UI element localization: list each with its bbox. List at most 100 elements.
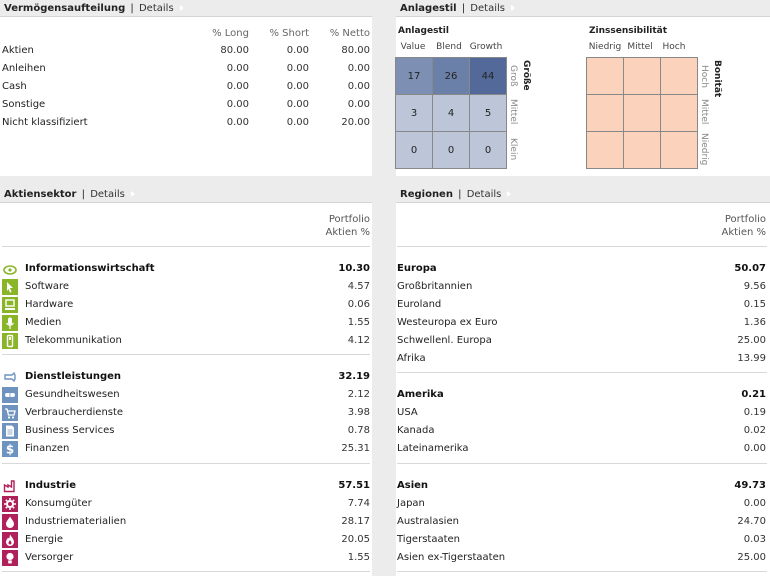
alloc-long-value: 0.00 bbox=[226, 116, 249, 128]
style-details-link[interactable]: Details bbox=[470, 3, 505, 14]
style-cell bbox=[624, 58, 660, 94]
sector-item-row: Telekommunikation 4.12 bbox=[25, 332, 370, 350]
region-item-value: 24.70 bbox=[737, 516, 766, 527]
style-cell: 0 bbox=[396, 132, 432, 168]
region-group-row: Asien 49.73 bbox=[397, 477, 766, 495]
alloc-details-link[interactable]: Details bbox=[138, 3, 174, 14]
style-cell: 3 bbox=[396, 95, 432, 131]
region-item-label: Japan bbox=[397, 498, 425, 509]
table-row: Aktien 80.00 0.00 80.00 bbox=[2, 41, 370, 59]
region-item-label: Afrika bbox=[397, 353, 426, 364]
region-group-label: Europa bbox=[397, 263, 437, 274]
equity-row-small: Klein bbox=[508, 137, 518, 161]
arrow-right-icon bbox=[179, 5, 184, 11]
region-item-row: Westeuropa ex Euro 1.36 bbox=[397, 314, 766, 332]
region-item-value: 9.56 bbox=[743, 281, 766, 292]
telecom-icon bbox=[2, 333, 18, 349]
sector-group-label: Industrie bbox=[25, 480, 76, 491]
alloc-table: % Long % Short % Netto Aktien 80.00 0.00… bbox=[2, 25, 370, 131]
alloc-header: Vermögensaufteilung | Details bbox=[0, 0, 372, 17]
sector-item-row: Finanzen 25.31 bbox=[25, 440, 370, 458]
alloc-long-value: 0.00 bbox=[226, 98, 249, 110]
style-cell: 0 bbox=[470, 132, 506, 168]
sector-item-row: Gesundheitswesen 2.12 bbox=[25, 386, 370, 404]
divider bbox=[397, 571, 767, 572]
equity-row-large: Groß bbox=[508, 65, 518, 87]
sector-item-row: Business Services 0.78 bbox=[25, 422, 370, 440]
equity-style-box: 17 26 44 3 4 5 0 0 0 bbox=[395, 57, 507, 169]
style-cell: 0 bbox=[433, 132, 469, 168]
region-item-row: Euroland 0.15 bbox=[397, 296, 766, 314]
region-item-value: 13.99 bbox=[737, 353, 766, 364]
regions-details-link[interactable]: Details bbox=[466, 189, 502, 200]
alloc-long-value: 0.00 bbox=[226, 80, 249, 92]
sector-item-value: 0.78 bbox=[347, 425, 370, 436]
region-group-value: 0.21 bbox=[741, 389, 766, 400]
sector-group-label: Informationswirtschaft bbox=[25, 263, 155, 274]
regions-title: Regionen bbox=[400, 189, 453, 200]
region-item-label: Westeuropa ex Euro bbox=[397, 317, 498, 328]
style-cell bbox=[624, 132, 660, 168]
sector-right-band bbox=[372, 186, 396, 576]
consumer-goods-icon bbox=[2, 496, 18, 512]
alloc-short-value: 0.00 bbox=[286, 98, 309, 110]
table-row: Nicht klassifiziert 0.00 0.00 20.00 bbox=[2, 113, 370, 131]
sector-item-row: Konsumgüter 7.74 bbox=[25, 495, 370, 513]
alloc-short-value: 0.00 bbox=[286, 116, 309, 128]
style-cell: 44 bbox=[470, 58, 506, 94]
sector-item-value: 28.17 bbox=[341, 516, 370, 527]
bond-row-low: Niedrig bbox=[699, 132, 709, 166]
alloc-row-label: Nicht klassifiziert bbox=[2, 116, 88, 128]
sector-item-row: Software 4.57 bbox=[25, 278, 370, 296]
region-item-row: USA 0.19 bbox=[397, 404, 766, 422]
bond-col-mid: Mittel bbox=[627, 42, 653, 52]
sector-group-row: Dienstleistungen 32.19 bbox=[25, 368, 370, 386]
energy-icon bbox=[2, 532, 18, 548]
region-item-row: Schwellenl. Europa 25.00 bbox=[397, 332, 766, 350]
regions-header: Regionen | Details bbox=[396, 186, 770, 203]
equity-row-mid: Mittel bbox=[508, 99, 518, 125]
equity-style-title: Anlagestil bbox=[398, 26, 449, 36]
bond-style-title: Zinssensibilität bbox=[589, 26, 668, 36]
sector-details-link[interactable]: Details bbox=[90, 189, 125, 200]
region-item-value: 0.19 bbox=[743, 407, 766, 418]
sector-item-value: 3.98 bbox=[347, 407, 370, 418]
services-icon bbox=[2, 369, 18, 385]
hardware-icon bbox=[2, 297, 18, 313]
alloc-row-label: Anleihen bbox=[2, 62, 46, 74]
alloc-netto-value: 80.00 bbox=[341, 44, 370, 56]
equity-col-value: Value bbox=[400, 42, 426, 52]
sector-item-value: 7.74 bbox=[347, 498, 370, 509]
sector-header: Aktiensektor | Details bbox=[0, 186, 372, 203]
sector-item-row: Hardware 0.06 bbox=[25, 296, 370, 314]
region-item-value: 0.00 bbox=[743, 498, 766, 509]
sector-item-value: 1.55 bbox=[347, 552, 370, 563]
style-cell bbox=[661, 132, 697, 168]
alloc-netto-value: 0.00 bbox=[347, 62, 370, 74]
sector-item-value: 2.12 bbox=[347, 389, 370, 400]
alloc-long-value: 80.00 bbox=[220, 44, 249, 56]
style-cell: 4 bbox=[433, 95, 469, 131]
table-row: Cash 0.00 0.00 0.00 bbox=[2, 77, 370, 95]
alloc-right-band bbox=[372, 0, 396, 176]
region-item-row: Japan 0.00 bbox=[397, 495, 766, 513]
alloc-header-long: % Long bbox=[212, 27, 249, 39]
divider bbox=[397, 372, 767, 373]
alloc-short-value: 0.00 bbox=[286, 44, 309, 56]
sector-group-row: Informationswirtschaft 10.30 bbox=[25, 260, 370, 278]
alloc-netto-value: 0.00 bbox=[347, 80, 370, 92]
alloc-netto-value: 0.00 bbox=[347, 98, 370, 110]
sector-item-row: Verbraucherdienste 3.98 bbox=[25, 404, 370, 422]
style-cell bbox=[661, 95, 697, 131]
sector-group-value: 32.19 bbox=[338, 371, 370, 382]
region-item-value: 0.03 bbox=[743, 534, 766, 545]
bond-style-box bbox=[586, 57, 698, 169]
region-item-row: Tigerstaaten 0.03 bbox=[397, 531, 766, 549]
sector-item-value: 25.31 bbox=[341, 443, 370, 454]
region-item-row: Lateinamerika 0.00 bbox=[397, 440, 766, 458]
sector-group-row: Industrie 57.51 bbox=[25, 477, 370, 495]
divider bbox=[397, 246, 767, 247]
sector-item-label: Medien bbox=[25, 317, 62, 328]
sector-item-value: 4.12 bbox=[347, 335, 370, 346]
alloc-short-value: 0.00 bbox=[286, 80, 309, 92]
